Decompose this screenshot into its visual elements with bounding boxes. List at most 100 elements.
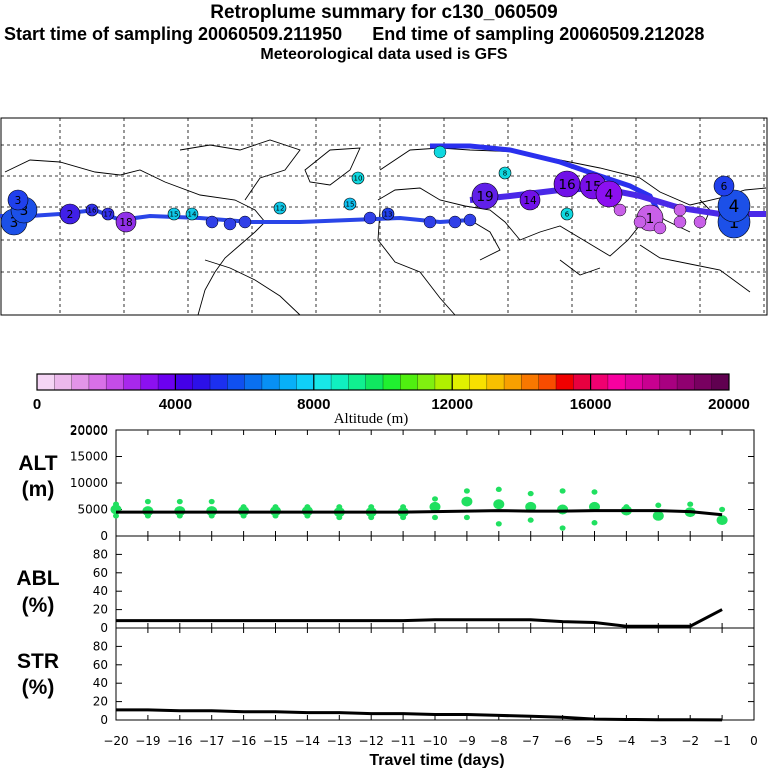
y-tick-label: 20 xyxy=(93,603,108,617)
altitude-point xyxy=(716,515,728,526)
trajectory-marker-label: 17 xyxy=(104,210,113,218)
trajectory-marker xyxy=(115,211,137,233)
trajectory-dot xyxy=(673,215,687,229)
colorbar-tick-label: 8000 xyxy=(297,396,330,413)
altitude-point xyxy=(687,501,694,507)
panel-unit-label: (%) xyxy=(22,594,55,617)
altitude-point xyxy=(400,514,407,521)
colorbar-swatch xyxy=(486,374,505,390)
altitude-point xyxy=(527,517,534,523)
colorbar-swatch xyxy=(642,374,661,390)
x-tick-label: −7 xyxy=(522,734,540,748)
trajectory-marker xyxy=(273,201,287,215)
colorbar-swatch xyxy=(244,374,263,390)
trajectory-marker xyxy=(101,207,115,221)
panel-unit-label: (%) xyxy=(22,676,55,699)
trajectory-dot xyxy=(363,211,377,225)
trajectory-marker-label: 1 xyxy=(646,211,655,227)
altitude-point xyxy=(429,501,441,512)
start-time-label: Start time of sampling 20060509.211950 xyxy=(4,24,343,44)
coastline xyxy=(559,259,601,276)
trajectory-path-upper xyxy=(430,143,663,217)
trajectory-dot xyxy=(238,215,252,229)
trajectory-marker xyxy=(59,203,81,225)
x-tick-label: −8 xyxy=(490,734,508,748)
altitude-point xyxy=(719,506,726,513)
colorbar-swatch xyxy=(123,374,142,390)
colorbar-tick-label: 12000 xyxy=(431,396,473,413)
trajectory-marker-label: 4 xyxy=(605,187,614,203)
chart-title: Retroplume summary for c130_060509 xyxy=(210,2,558,23)
colorbar-swatch xyxy=(625,374,643,390)
x-tick-label: −13 xyxy=(327,734,352,748)
colorbar-swatch xyxy=(140,374,159,390)
panel-unit-label: (m) xyxy=(22,478,55,501)
altitude-point xyxy=(559,525,566,531)
y-tick-label: 40 xyxy=(93,584,108,598)
altitude-point xyxy=(495,486,502,493)
colorbar-swatch xyxy=(296,374,315,390)
altitude-point xyxy=(493,499,505,510)
trajectory-marker-label: 3 xyxy=(15,195,22,207)
trajectory-dot xyxy=(463,213,477,227)
trajectory-marker xyxy=(498,166,512,180)
colorbar-swatch xyxy=(711,374,730,390)
coastline xyxy=(469,219,501,261)
colorbar-swatch xyxy=(573,374,591,390)
altitude-point xyxy=(432,496,438,502)
colorbar-tick-label: 16000 xyxy=(570,396,612,413)
y-tick-label: 0 xyxy=(100,621,108,635)
trajectory-marker xyxy=(717,189,751,223)
altitude-point xyxy=(591,489,598,495)
y-tick-label: 60 xyxy=(93,566,108,580)
altitude-point xyxy=(655,502,662,508)
y-tick-label: 10000 xyxy=(70,476,108,490)
colorbar-swatch xyxy=(452,374,470,390)
trajectory-marker-label: 16 xyxy=(88,206,97,214)
x-tick-label: −17 xyxy=(199,734,224,748)
trajectory-dot xyxy=(673,203,687,217)
trajectory-marker xyxy=(595,180,623,208)
trajectory-marker xyxy=(560,207,574,221)
x-tick-label: −1 xyxy=(713,734,731,748)
series-line xyxy=(116,509,723,517)
panel-frame xyxy=(115,627,755,721)
x-tick-label: −11 xyxy=(390,734,415,748)
y-tick-label: 0 xyxy=(100,713,108,727)
panel-label: STR xyxy=(17,650,59,673)
colorbar-tick-label: 4000 xyxy=(159,396,192,413)
altitude-point xyxy=(525,501,537,512)
x-tick-label: −15 xyxy=(263,734,288,748)
coastline xyxy=(4,159,266,316)
x-tick-label: −2 xyxy=(681,734,699,748)
coastline xyxy=(377,209,456,316)
x-tick-label: −9 xyxy=(458,734,476,748)
x-axis-label: Travel time (days) xyxy=(369,752,504,768)
y-tick-label: 80 xyxy=(93,639,108,653)
trajectory-marker xyxy=(471,182,499,210)
altitude-point xyxy=(559,488,566,494)
altitude-point xyxy=(144,498,151,505)
trajectory-marker xyxy=(85,203,99,217)
altitude-point xyxy=(527,490,534,497)
colorbar-swatch xyxy=(417,374,436,390)
altitude-point xyxy=(144,513,151,519)
trajectory-dot xyxy=(433,145,447,159)
x-tick-label: −20 xyxy=(103,734,128,748)
trajectory-marker-label: 13 xyxy=(384,210,393,218)
altitude-point xyxy=(113,513,119,519)
colorbar-swatch xyxy=(504,374,522,390)
trajectory-marker-label: 12 xyxy=(276,204,285,212)
met-data-label: Meteorological data used is GFS xyxy=(260,46,508,63)
colorbar-swatch xyxy=(158,374,176,390)
colorbar-swatch xyxy=(227,374,245,390)
colorbar-swatch xyxy=(210,374,228,390)
y-tick-label: 40 xyxy=(93,676,108,690)
y-tick-label: 0 xyxy=(100,529,108,543)
trajectory-dot xyxy=(223,217,237,231)
colorbar-swatch xyxy=(677,374,695,390)
trajectory-marker-label: 14 xyxy=(188,210,197,218)
trajectory-marker-label: 3 xyxy=(20,203,29,219)
trajectory-marker-label: 10 xyxy=(354,174,363,182)
colorbar-tick-label: 20000 xyxy=(708,396,750,413)
